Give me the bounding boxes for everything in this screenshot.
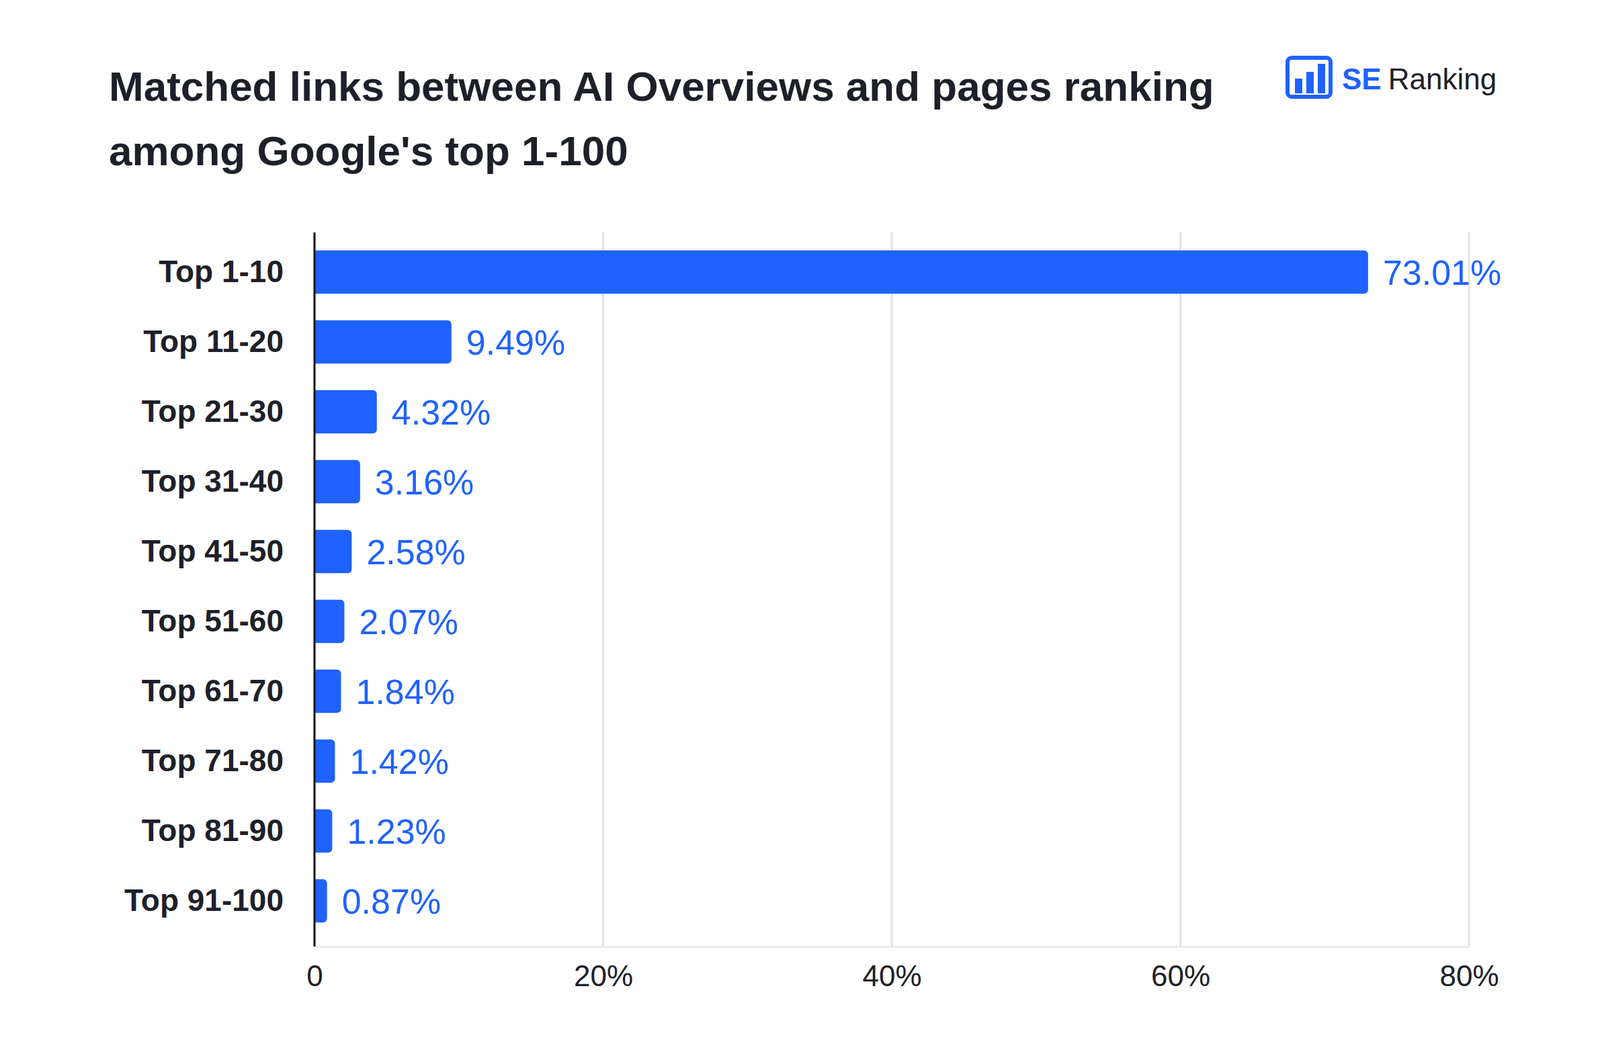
x-tick-label: 0 bbox=[306, 959, 323, 993]
data-label: 2.58% bbox=[366, 532, 466, 572]
logo-bar bbox=[1317, 63, 1326, 94]
y-tick-label: Top 51-60 bbox=[141, 603, 284, 639]
y-tick-label: Top 41-50 bbox=[141, 533, 284, 569]
y-tick: Top 51-60 bbox=[141, 603, 284, 639]
logo-bar bbox=[1306, 71, 1314, 94]
bar bbox=[314, 460, 361, 504]
data-label: 1.42% bbox=[349, 742, 449, 782]
data-label: 9.49% bbox=[466, 323, 566, 363]
y-tick-label: Top 71-80 bbox=[141, 743, 284, 779]
x-tick-label: 40% bbox=[862, 959, 922, 993]
y-tick-label: Top 1-10 bbox=[158, 254, 284, 289]
logo-frame bbox=[1287, 57, 1331, 97]
x-tick-label: 80% bbox=[1439, 959, 1499, 993]
data-label: 3.16% bbox=[374, 462, 474, 502]
x-tick: 20% bbox=[573, 946, 634, 993]
x-tick: 60% bbox=[1151, 946, 1211, 993]
x-axis: 0 20% 40% 60% 80% bbox=[306, 946, 1499, 993]
title: Matched links between AI Overviews and p… bbox=[108, 63, 1215, 175]
y-axis: Top 1-10 Top 11-20 Top 21-30 Top 31-40 Top 4… bbox=[124, 254, 284, 918]
bar bbox=[314, 250, 1369, 294]
data-label: 4.32% bbox=[391, 393, 491, 433]
bar bbox=[314, 739, 335, 783]
y-tick: Top 81-90 bbox=[141, 813, 284, 849]
grid-line bbox=[602, 232, 605, 947]
data-labels: 73.01% 9.49% 4.32% 3.16% 2.58% 2.07% 1.84% 1.42… bbox=[342, 253, 1502, 922]
logo: SERanking bbox=[1287, 57, 1497, 97]
bar bbox=[314, 669, 342, 713]
grid-line bbox=[891, 232, 894, 947]
y-tick-label: Top 11-20 bbox=[143, 323, 284, 359]
bar bbox=[314, 390, 377, 434]
bar bbox=[314, 879, 328, 923]
data-label: 2.07% bbox=[358, 602, 458, 642]
x-tick-label: 60% bbox=[1151, 959, 1211, 993]
data-label: 1.23% bbox=[346, 812, 446, 852]
logo-text: SE bbox=[1341, 62, 1382, 96]
y-tick: Top 31-40 bbox=[141, 463, 284, 499]
grid-line bbox=[1468, 232, 1471, 947]
x-tick: 0 bbox=[306, 946, 323, 993]
y-tick-label: Top 61-70 bbox=[141, 673, 284, 709]
y-tick-label: Top 91-100 bbox=[124, 882, 284, 918]
y-tick: Top 41-50 bbox=[141, 533, 284, 569]
bar bbox=[314, 809, 332, 853]
bar bbox=[314, 320, 452, 364]
bars bbox=[314, 250, 1369, 923]
y-tick-label: Top 21-30 bbox=[141, 393, 284, 429]
x-axis-line bbox=[315, 946, 1470, 949]
x-tick: 80% bbox=[1439, 946, 1499, 993]
y-tick-label: Top 31-40 bbox=[141, 463, 284, 499]
y-tick: Top 11-20 bbox=[143, 323, 284, 359]
bar bbox=[314, 530, 352, 574]
y-tick: Top 1-10 bbox=[158, 254, 284, 289]
y-tick-label: Top 81-90 bbox=[141, 813, 284, 849]
data-label: 73.01% bbox=[1382, 253, 1502, 293]
grid-line bbox=[313, 232, 316, 947]
x-tick: 40% bbox=[862, 946, 922, 993]
grid-line bbox=[1179, 232, 1182, 947]
bar bbox=[314, 600, 345, 644]
y-tick: Top 91-100 bbox=[124, 882, 284, 918]
x-tick-label: 20% bbox=[573, 959, 634, 993]
data-label: 0.87% bbox=[342, 882, 441, 922]
chart: Matched links between AI Overviews and p… bbox=[0, 0, 1600, 1054]
data-label: 1.84% bbox=[356, 672, 455, 712]
grid bbox=[314, 232, 1469, 947]
y-tick: Top 61-70 bbox=[141, 673, 284, 709]
logo-bar bbox=[1294, 78, 1303, 94]
logo-text: Ranking bbox=[1388, 62, 1497, 96]
y-axis-line bbox=[313, 232, 316, 947]
y-tick: Top 71-80 bbox=[141, 743, 284, 779]
y-tick: Top 21-30 bbox=[141, 393, 284, 429]
